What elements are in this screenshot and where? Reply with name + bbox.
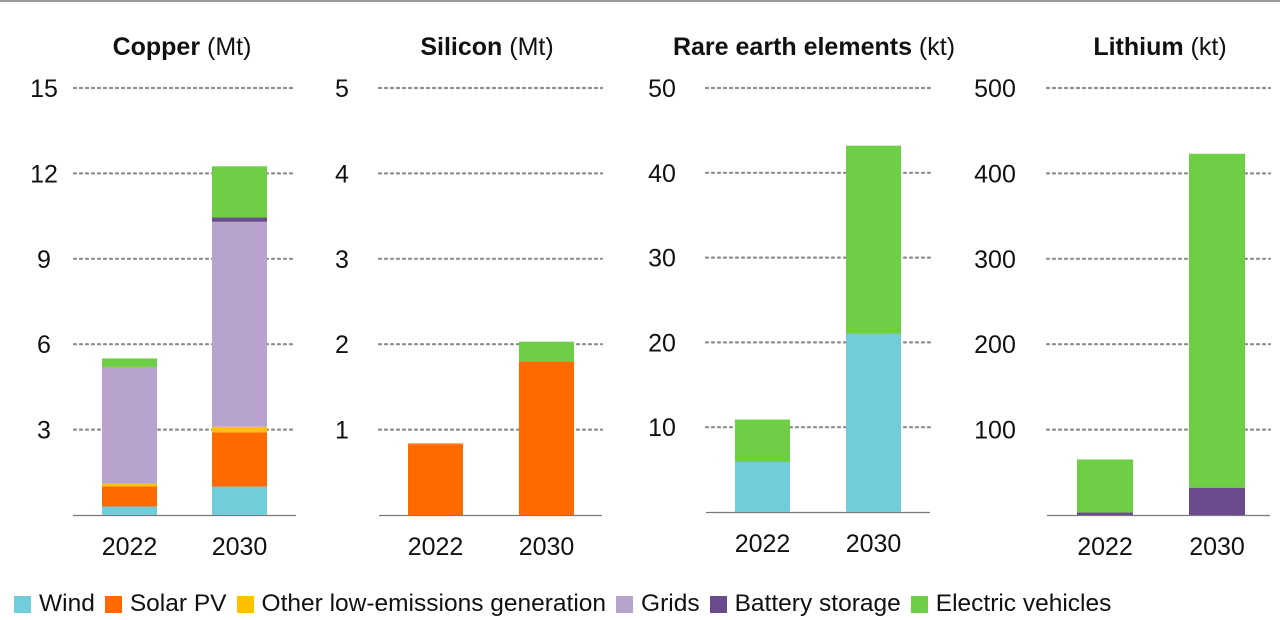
bar-copper-2022-wind <box>102 506 157 515</box>
x-tick-label-lithium-2030: 2030 <box>1189 533 1245 561</box>
bar-copper-2030-electric-vehicles <box>212 166 267 218</box>
bar-rare-earth-elements-2030-wind <box>846 333 901 512</box>
bar-lithium-2022-electric-vehicles <box>1077 459 1133 513</box>
y-tick-label-rare-earth-elements-10: 10 <box>648 414 676 442</box>
y-tick-label-lithium-400: 400 <box>974 160 1016 188</box>
legend-label-other-low-emissions: Other low-emissions generation <box>261 590 607 617</box>
legend-swatch-wind <box>14 595 31 613</box>
y-tick-label-rare-earth-elements-50: 50 <box>648 75 676 103</box>
legend-label-solar-pv: Solar PV <box>129 590 227 617</box>
bar-copper-2030-other-low-emissions-generation <box>212 426 267 433</box>
y-tick-label-lithium-500: 500 <box>974 75 1016 103</box>
bar-copper-2030-grids <box>212 221 267 427</box>
legend-item-grids: Grids <box>616 590 700 618</box>
x-tick-label-copper-2030: 2030 <box>212 533 268 561</box>
legend: Wind Solar PV Other low-emissions genera… <box>0 588 1280 620</box>
legend-item-solar-pv: Solar PV <box>104 590 227 618</box>
chart-title-copper: Copper (Mt) <box>113 33 252 61</box>
bar-copper-2022-solar-pv <box>102 486 157 507</box>
y-tick-label-silicon-2: 2 <box>335 331 349 359</box>
bar-silicon-2030-solar-pv <box>519 361 574 515</box>
bar-lithium-2022-battery-storage <box>1077 512 1133 515</box>
x-tick-label-copper-2022: 2022 <box>102 533 158 561</box>
y-tick-label-silicon-3: 3 <box>335 246 349 274</box>
x-tick-label-silicon-2030: 2030 <box>519 533 575 561</box>
legend-swatch-grids <box>616 595 634 613</box>
y-tick-label-lithium-300: 300 <box>974 246 1016 274</box>
bar-rare-earth-elements-2030-electric-vehicles <box>846 145 901 334</box>
y-tick-label-lithium-100: 100 <box>974 417 1016 445</box>
bar-copper-2022-electric-vehicles <box>102 358 157 367</box>
y-tick-label-silicon-4: 4 <box>335 160 349 188</box>
y-tick-label-rare-earth-elements-20: 20 <box>648 329 676 357</box>
legend-label-wind: Wind <box>39 590 95 617</box>
bar-lithium-2030-battery-storage <box>1189 487 1245 515</box>
chart-title-silicon: Silicon (Mt) <box>420 33 553 61</box>
x-tick-label-rare-earth-elements-2022: 2022 <box>735 530 791 558</box>
bar-rare-earth-elements-2022-electric-vehicles <box>735 419 790 462</box>
bar-rare-earth-elements-2022-wind <box>735 461 790 512</box>
x-tick-label-lithium-2022: 2022 <box>1077 533 1133 561</box>
y-tick-label-copper-9: 9 <box>37 246 51 274</box>
x-tick-label-silicon-2022: 2022 <box>408 533 464 561</box>
y-tick-label-rare-earth-elements-40: 40 <box>648 160 676 188</box>
legend-item-electric-vehicles: Electric vehicles <box>910 590 1112 618</box>
bar-silicon-2030-electric-vehicles <box>519 341 574 362</box>
bar-copper-2022-other-low-emissions-generation <box>102 483 157 487</box>
y-tick-label-copper-6: 6 <box>37 331 51 359</box>
y-tick-label-silicon-1: 1 <box>335 417 349 445</box>
legend-swatch-electric-vehicles <box>910 595 928 613</box>
bar-copper-2022-grids <box>102 366 157 484</box>
y-tick-label-lithium-200: 200 <box>974 331 1016 359</box>
bar-silicon-2022-electric-vehicles <box>408 443 463 445</box>
x-tick-label-rare-earth-elements-2030: 2030 <box>846 530 902 558</box>
bar-copper-2030-solar-pv <box>212 432 267 487</box>
bar-lithium-2030-electric-vehicles <box>1189 153 1245 488</box>
y-tick-label-copper-3: 3 <box>37 417 51 445</box>
legend-item-battery-storage: Battery storage <box>709 590 901 618</box>
y-tick-label-silicon-5: 5 <box>335 75 349 103</box>
bar-copper-2030-wind <box>212 486 267 515</box>
legend-swatch-other-low-emissions <box>236 595 254 613</box>
legend-item-other-low-emissions: Other low-emissions generation <box>236 590 607 618</box>
y-tick-label-copper-15: 15 <box>30 75 58 103</box>
legend-label-battery-storage: Battery storage <box>734 590 901 617</box>
bar-copper-2030-battery-storage <box>212 217 267 222</box>
chart-title-lithium: Lithium (kt) <box>1093 33 1226 61</box>
legend-label-electric-vehicles: Electric vehicles <box>935 590 1112 617</box>
legend-item-wind: Wind <box>14 590 95 618</box>
legend-swatch-solar-pv <box>104 595 122 613</box>
y-tick-label-rare-earth-elements-30: 30 <box>648 245 676 273</box>
legend-label-grids: Grids <box>641 590 700 617</box>
legend-swatch-battery-storage <box>709 595 727 613</box>
bar-silicon-2022-solar-pv <box>408 444 463 515</box>
chart-title-rare-earth-elements: Rare earth elements (kt) <box>673 33 955 61</box>
y-tick-label-copper-12: 12 <box>30 160 58 188</box>
